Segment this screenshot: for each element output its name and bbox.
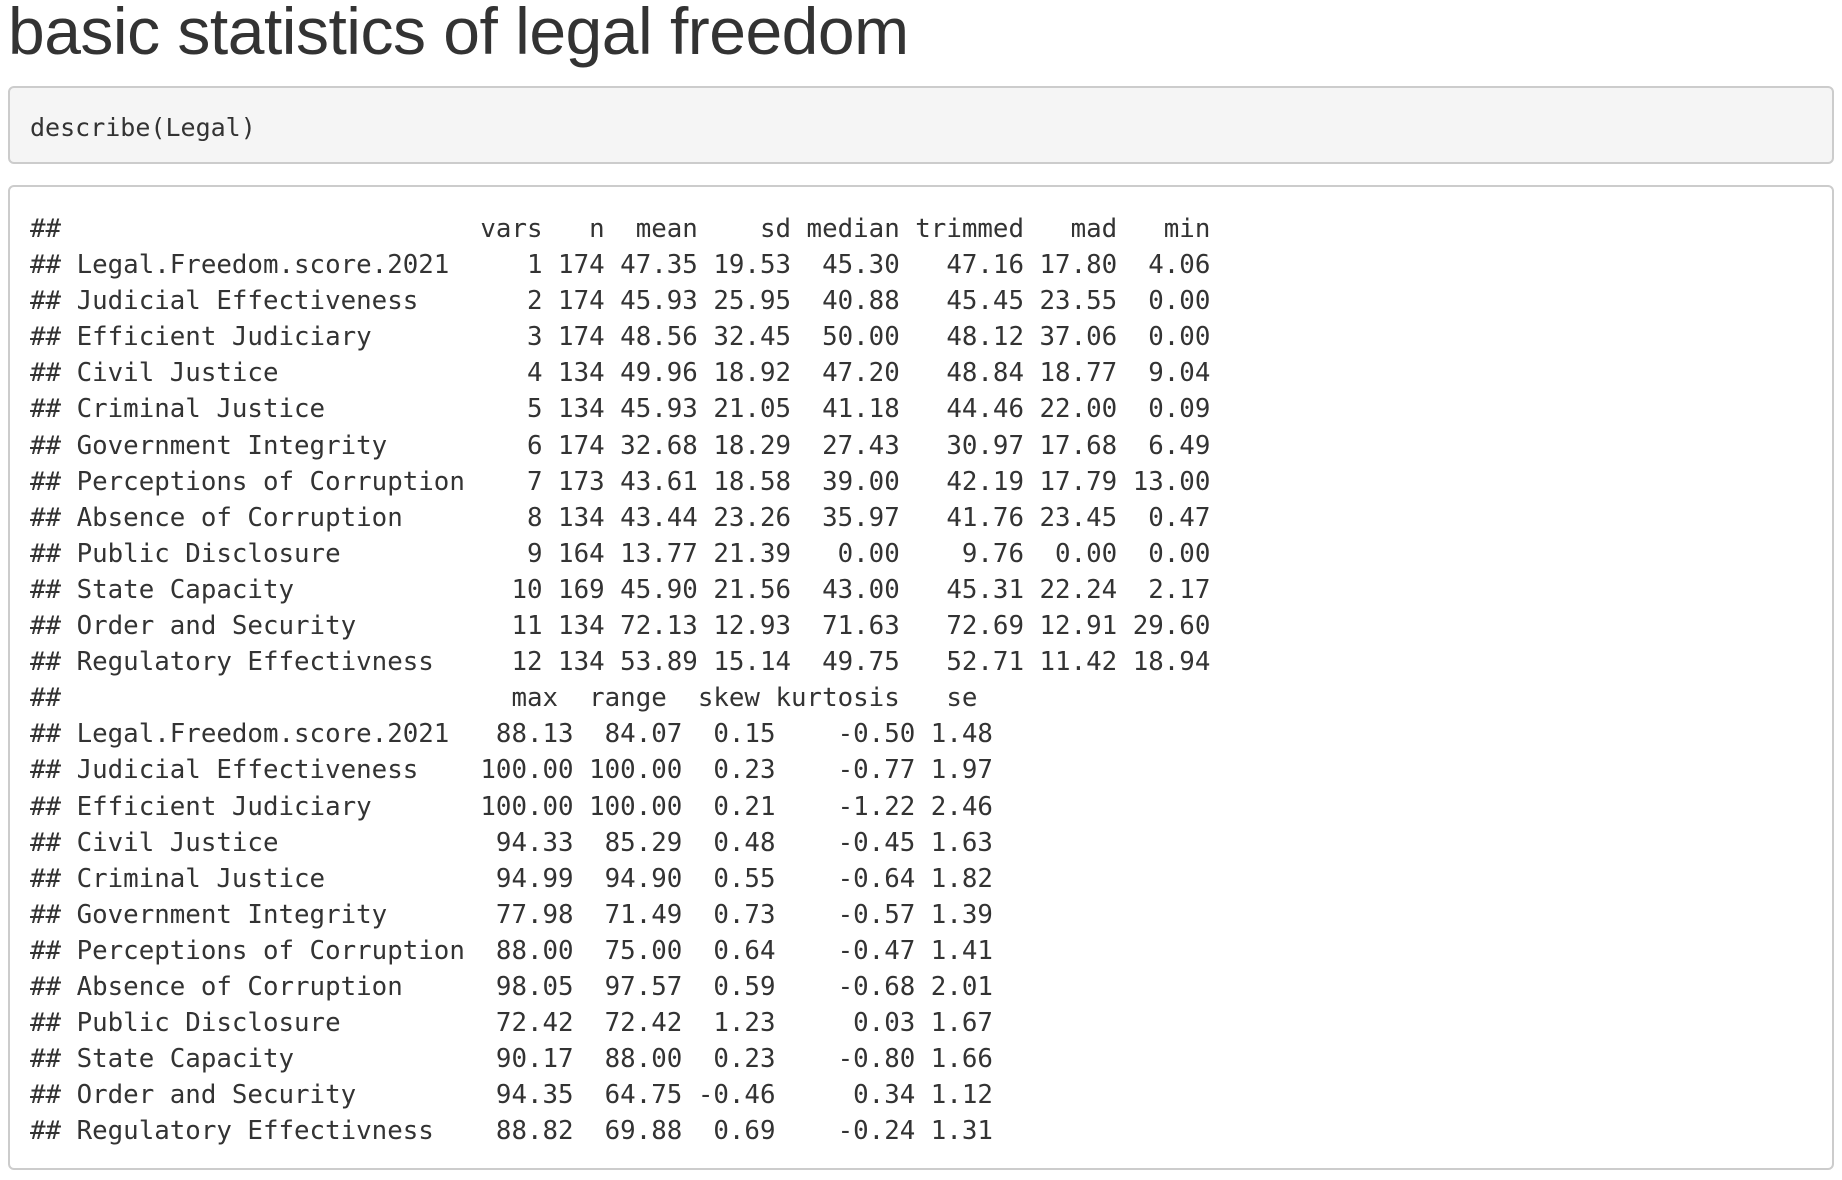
output-line: ## Regulatory Effectivness 88.82 69.88 0…	[30, 1116, 993, 1147]
output-line: ## Absence of Corruption 98.05 97.57 0.5…	[30, 971, 993, 1002]
output-line: ## Perceptions of Corruption 7 173 43.61…	[30, 466, 1211, 497]
output-line: ## State Capacity 10 169 45.90 21.56 43.…	[30, 574, 1211, 605]
output-line: ## Criminal Justice 94.99 94.90 0.55 -0.…	[30, 863, 993, 894]
console-output: ## vars n mean sd median trimmed mad min…	[8, 185, 1834, 1170]
output-line: ## Legal.Freedom.score.2021 88.13 84.07 …	[30, 719, 993, 750]
output-line: ## Perceptions of Corruption 88.00 75.00…	[30, 935, 993, 966]
output-line: ## Government Integrity 6 174 32.68 18.2…	[30, 430, 1211, 461]
output-text: ## vars n mean sd median trimmed mad min…	[10, 187, 1832, 1149]
output-line: ## Judicial Effectiveness 2 174 45.93 25…	[30, 286, 1211, 317]
output-line: ## Public Disclosure 9 164 13.77 21.39 0…	[30, 538, 1211, 569]
code-text: describe(Legal)	[30, 113, 256, 142]
output-line: ## Criminal Justice 5 134 45.93 21.05 41…	[30, 394, 1211, 425]
output-line: ## Public Disclosure 72.42 72.42 1.23 0.…	[30, 1008, 993, 1039]
output-line: ## Civil Justice 94.33 85.29 0.48 -0.45 …	[30, 827, 993, 858]
output-line: ## Absence of Corruption 8 134 43.44 23.…	[30, 502, 1211, 533]
output-line: ## vars n mean sd median trimmed mad min	[30, 214, 1211, 244]
output-line: ## Efficient Judiciary 100.00 100.00 0.2…	[30, 791, 993, 822]
output-line: ## Regulatory Effectivness 12 134 53.89 …	[30, 647, 1211, 678]
output-line: ## Judicial Effectiveness 100.00 100.00 …	[30, 755, 993, 786]
output-line: ## Order and Security 11 134 72.13 12.93…	[30, 611, 1211, 642]
output-line: ## Legal.Freedom.score.2021 1 174 47.35 …	[30, 250, 1211, 281]
section-heading: basic statistics of legal freedom	[8, 0, 909, 68]
output-line: ## State Capacity 90.17 88.00 0.23 -0.80…	[30, 1044, 993, 1075]
code-chunk[interactable]: describe(Legal)	[8, 86, 1834, 164]
output-line: ## Efficient Judiciary 3 174 48.56 32.45…	[30, 322, 1211, 353]
output-line: ## max range skew kurtosis se	[30, 683, 978, 714]
output-line: ## Civil Justice 4 134 49.96 18.92 47.20…	[30, 358, 1211, 389]
output-line: ## Order and Security 94.35 64.75 -0.46 …	[30, 1080, 993, 1111]
output-line: ## Government Integrity 77.98 71.49 0.73…	[30, 899, 993, 930]
